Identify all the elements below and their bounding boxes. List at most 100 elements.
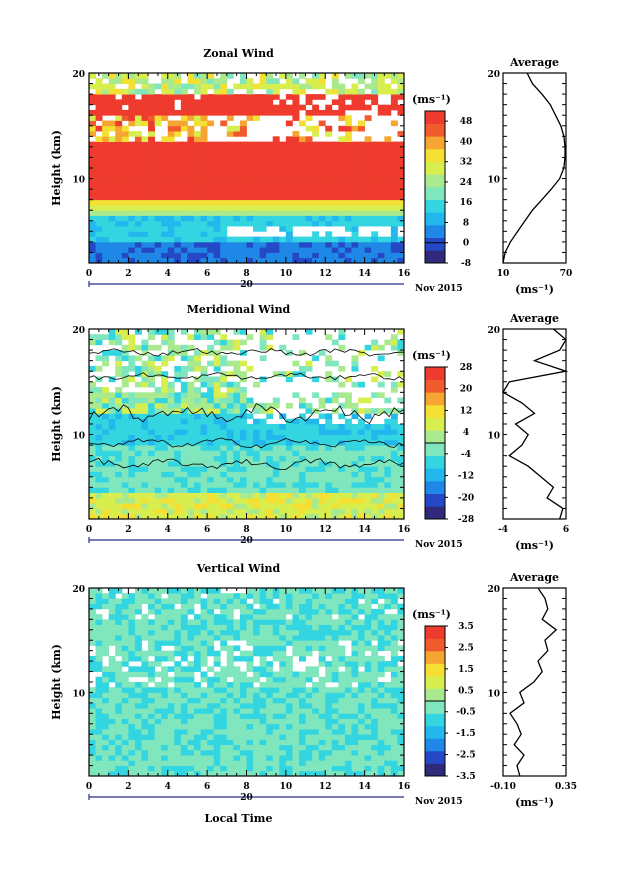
heatmap-cell: [272, 676, 280, 683]
heatmap-cell: [226, 204, 234, 211]
heatmap-cell: [351, 603, 359, 610]
heatmap-cell: [154, 141, 162, 148]
heatmap-cell: [384, 178, 392, 185]
heatmap-cell: [305, 424, 313, 430]
heatmap-cell: [95, 252, 103, 259]
heatmap-cell: [95, 603, 103, 610]
heatmap-cell: [154, 152, 162, 158]
heatmap-cell: [200, 692, 208, 699]
heatmap-cell: [305, 418, 313, 425]
heatmap-cell: [226, 344, 234, 351]
heatmap-cell: [154, 671, 162, 678]
heatmap-cell: [272, 204, 280, 211]
heatmap-cell: [338, 455, 346, 462]
heatmap-cell: [239, 497, 247, 504]
heatmap-cell: [134, 734, 142, 740]
heatmap-cell: [272, 744, 280, 751]
heatmap-cell: [279, 371, 287, 377]
heatmap-cell: [213, 708, 221, 714]
heatmap-cell: [161, 387, 169, 393]
heatmap-cell: [358, 487, 366, 494]
heatmap-cell: [200, 608, 208, 615]
heatmap-cell: [351, 360, 359, 367]
heatmap-cell: [121, 508, 129, 515]
heatmap-cell: [239, 141, 247, 148]
heatmap-cell: [279, 661, 287, 667]
heatmap-cell: [377, 168, 385, 174]
heatmap-cell: [154, 236, 162, 243]
heatmap-cell: [285, 588, 293, 594]
heatmap-cell: [233, 645, 241, 652]
heatmap-cell: [364, 614, 372, 620]
heatmap-cell: [390, 439, 398, 446]
heatmap-cell: [95, 429, 103, 435]
date-tick-label: 20: [240, 280, 253, 290]
heatmap-cell: [371, 713, 379, 719]
heatmap-cell: [259, 402, 267, 409]
heatmap-cell: [180, 439, 188, 446]
heatmap-cell: [285, 765, 293, 772]
heatmap-cell: [95, 755, 103, 761]
average-frame: [502, 328, 567, 520]
x-tick-label: 2: [125, 269, 131, 279]
heatmap-cell: [121, 146, 129, 153]
heatmap-cell: [213, 199, 221, 206]
heatmap-cell: [364, 598, 372, 605]
heatmap-cell: [246, 99, 254, 106]
heatmap-cell: [167, 257, 175, 264]
heatmap-cell: [358, 629, 366, 636]
heatmap-cell: [213, 487, 221, 494]
heatmap-cell: [312, 131, 320, 137]
heatmap-cell: [128, 365, 136, 372]
heatmap-cell: [89, 487, 96, 494]
heatmap-cell: [187, 588, 195, 594]
heatmap-cell: [246, 503, 254, 509]
heatmap-cell: [299, 73, 306, 79]
heatmap-cell: [141, 236, 149, 243]
heatmap-cell: [318, 482, 326, 488]
heatmap-cell: [148, 371, 156, 377]
heatmap-cell: [305, 408, 313, 414]
heatmap-cell: [344, 749, 352, 756]
heatmap-cell: [134, 729, 142, 735]
heatmap-cell: [200, 450, 208, 457]
heatmap-cell: [377, 729, 385, 735]
heatmap-cell: [154, 723, 162, 730]
heatmap-cell: [180, 157, 188, 164]
heatmap-cell: [344, 402, 352, 409]
heatmap-cell: [213, 508, 221, 515]
heatmap-cell: [167, 204, 175, 211]
heatmap-cell: [279, 650, 287, 657]
heatmap-cell: [279, 455, 287, 462]
heatmap-cell: [266, 455, 274, 462]
heatmap-cell: [279, 635, 287, 641]
heatmap-cell: [338, 588, 346, 594]
heatmap-cell: [299, 497, 306, 504]
heatmap-cell: [331, 760, 339, 766]
heatmap-cell: [200, 734, 208, 740]
heatmap-cell: [272, 104, 280, 111]
heatmap-cell: [154, 629, 162, 636]
heatmap-cell: [305, 455, 313, 462]
heatmap-cell: [200, 157, 208, 164]
heatmap-cell: [167, 131, 175, 137]
heatmap-cell: [187, 247, 195, 253]
heatmap-cell: [351, 508, 359, 515]
heatmap-cell: [331, 734, 339, 740]
heatmap-cell: [305, 614, 313, 620]
heatmap-cell: [397, 603, 405, 610]
heatmap-cell: [128, 83, 136, 90]
heatmap-cell: [154, 83, 162, 90]
heatmap-cell: [292, 215, 300, 222]
heatmap-cell: [167, 718, 175, 725]
heatmap-cell: [128, 460, 136, 467]
heatmap-cell: [377, 487, 385, 494]
heatmap-cell: [89, 189, 96, 195]
colorbar-label: 1.5: [458, 665, 474, 675]
heatmap-cell: [318, 439, 326, 446]
heatmap-cell: [272, 608, 280, 615]
heatmap-cell: [272, 476, 280, 483]
heatmap-cell: [95, 99, 103, 106]
heatmap-cell: [161, 178, 169, 185]
heatmap-cell: [377, 655, 385, 662]
